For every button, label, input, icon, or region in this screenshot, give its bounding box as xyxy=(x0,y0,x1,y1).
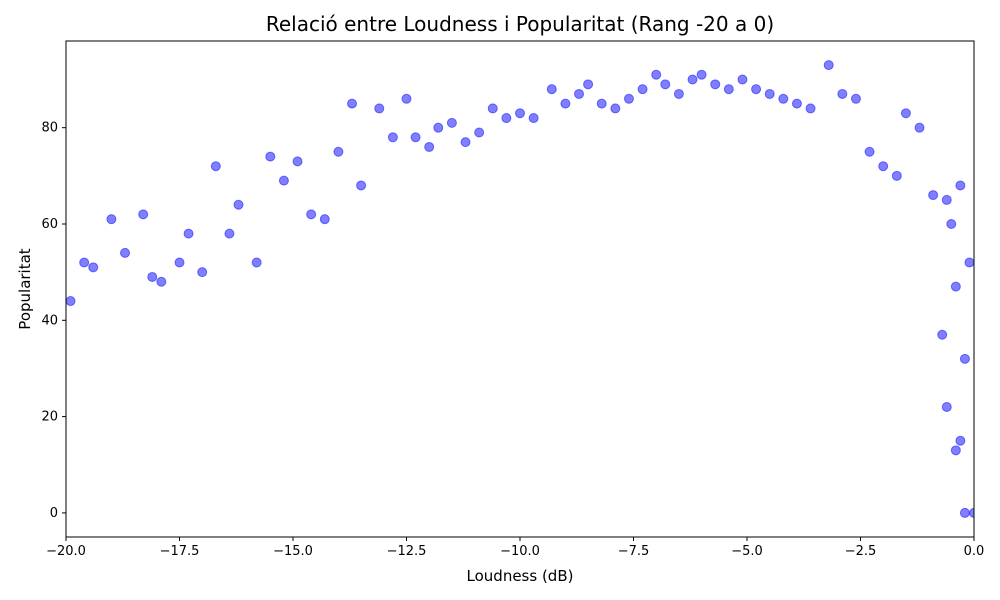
data-point xyxy=(623,93,634,104)
x-axis-label: Loudness (dB) xyxy=(467,567,574,585)
data-point xyxy=(251,257,262,268)
data-point xyxy=(433,122,444,133)
data-point xyxy=(950,281,961,292)
data-point xyxy=(791,98,802,109)
x-tick-label: −20.0 xyxy=(46,544,86,559)
data-point xyxy=(210,161,221,172)
data-point xyxy=(723,84,734,95)
data-point xyxy=(850,93,861,104)
x-tick-label: −5.0 xyxy=(731,544,763,559)
data-point xyxy=(66,296,76,307)
x-tick-label: 0.0 xyxy=(964,544,985,559)
data-point xyxy=(955,435,966,446)
x-tick-label: −17.5 xyxy=(160,544,200,559)
data-point xyxy=(687,74,698,85)
data-point xyxy=(574,88,585,99)
data-point xyxy=(941,194,952,205)
y-tick-label: 60 xyxy=(41,217,58,232)
data-point xyxy=(347,98,358,109)
data-point xyxy=(224,228,235,239)
data-point xyxy=(515,108,525,119)
data-point xyxy=(891,170,902,181)
data-point xyxy=(174,257,185,268)
data-point xyxy=(805,103,816,114)
data-point xyxy=(837,88,848,99)
data-point xyxy=(955,180,966,191)
data-point xyxy=(583,79,594,90)
data-point xyxy=(937,329,948,340)
data-point xyxy=(969,507,974,518)
data-point xyxy=(528,113,539,124)
data-point xyxy=(460,137,471,148)
data-point xyxy=(546,84,557,95)
data-point xyxy=(660,79,671,90)
data-point xyxy=(88,262,99,273)
data-point xyxy=(696,69,707,80)
data-point xyxy=(751,84,762,95)
data-point xyxy=(560,98,571,109)
data-point xyxy=(474,127,485,138)
data-point xyxy=(233,199,244,210)
data-point xyxy=(673,88,684,99)
data-point xyxy=(864,146,875,157)
data-point xyxy=(138,209,149,220)
data-point xyxy=(401,93,412,104)
data-point xyxy=(737,74,748,85)
y-axis-ticks: 0 20 40 60 80 xyxy=(41,121,66,521)
chart-title: Relació entre Loudness i Popularitat (Ra… xyxy=(266,12,774,36)
data-point xyxy=(356,180,367,191)
x-tick-label: −2.5 xyxy=(845,544,877,559)
data-point xyxy=(183,228,194,239)
data-point xyxy=(487,103,498,114)
data-point xyxy=(610,103,621,114)
data-point xyxy=(964,257,974,268)
data-point xyxy=(278,175,289,186)
data-point xyxy=(596,98,607,109)
data-point xyxy=(959,507,970,518)
data-points xyxy=(66,60,974,518)
data-point xyxy=(946,218,957,229)
data-point xyxy=(778,93,789,104)
data-point xyxy=(410,132,421,143)
x-tick-label: −7.5 xyxy=(618,544,650,559)
y-axis-label: Popularitat xyxy=(16,248,34,329)
data-point xyxy=(292,156,303,167)
data-point xyxy=(156,276,167,287)
data-point xyxy=(120,247,131,258)
data-point xyxy=(265,151,276,162)
data-point xyxy=(79,257,90,268)
y-tick-label: 80 xyxy=(41,121,58,136)
data-point xyxy=(710,79,721,90)
data-point xyxy=(764,88,775,99)
x-tick-label: −10.0 xyxy=(500,544,540,559)
data-point xyxy=(333,146,344,157)
data-point xyxy=(424,141,435,152)
data-point xyxy=(914,122,925,133)
x-axis-ticks: −20.0 −17.5 −15.0 −12.5 −10.0 −7.5 −5.0 −2.5 0.0 xyxy=(46,537,984,559)
y-tick-label: 40 xyxy=(41,313,58,328)
data-point xyxy=(823,60,834,71)
data-point xyxy=(878,161,889,172)
data-point xyxy=(941,401,952,412)
data-point xyxy=(637,84,648,95)
data-point xyxy=(928,190,939,201)
data-point xyxy=(319,214,330,225)
x-tick-label: −15.0 xyxy=(273,544,313,559)
data-point xyxy=(950,445,961,456)
x-tick-label: −12.5 xyxy=(387,544,427,559)
data-point xyxy=(446,117,457,128)
data-point xyxy=(147,271,158,282)
data-point xyxy=(501,113,512,124)
data-point xyxy=(306,209,317,220)
y-tick-label: 0 xyxy=(50,506,58,521)
data-point xyxy=(959,353,970,364)
data-point xyxy=(374,103,385,114)
data-point xyxy=(387,132,398,143)
y-tick-label: 20 xyxy=(41,410,58,425)
data-point xyxy=(197,267,208,278)
data-point xyxy=(900,108,911,119)
data-point xyxy=(651,69,662,80)
data-point xyxy=(106,214,117,225)
